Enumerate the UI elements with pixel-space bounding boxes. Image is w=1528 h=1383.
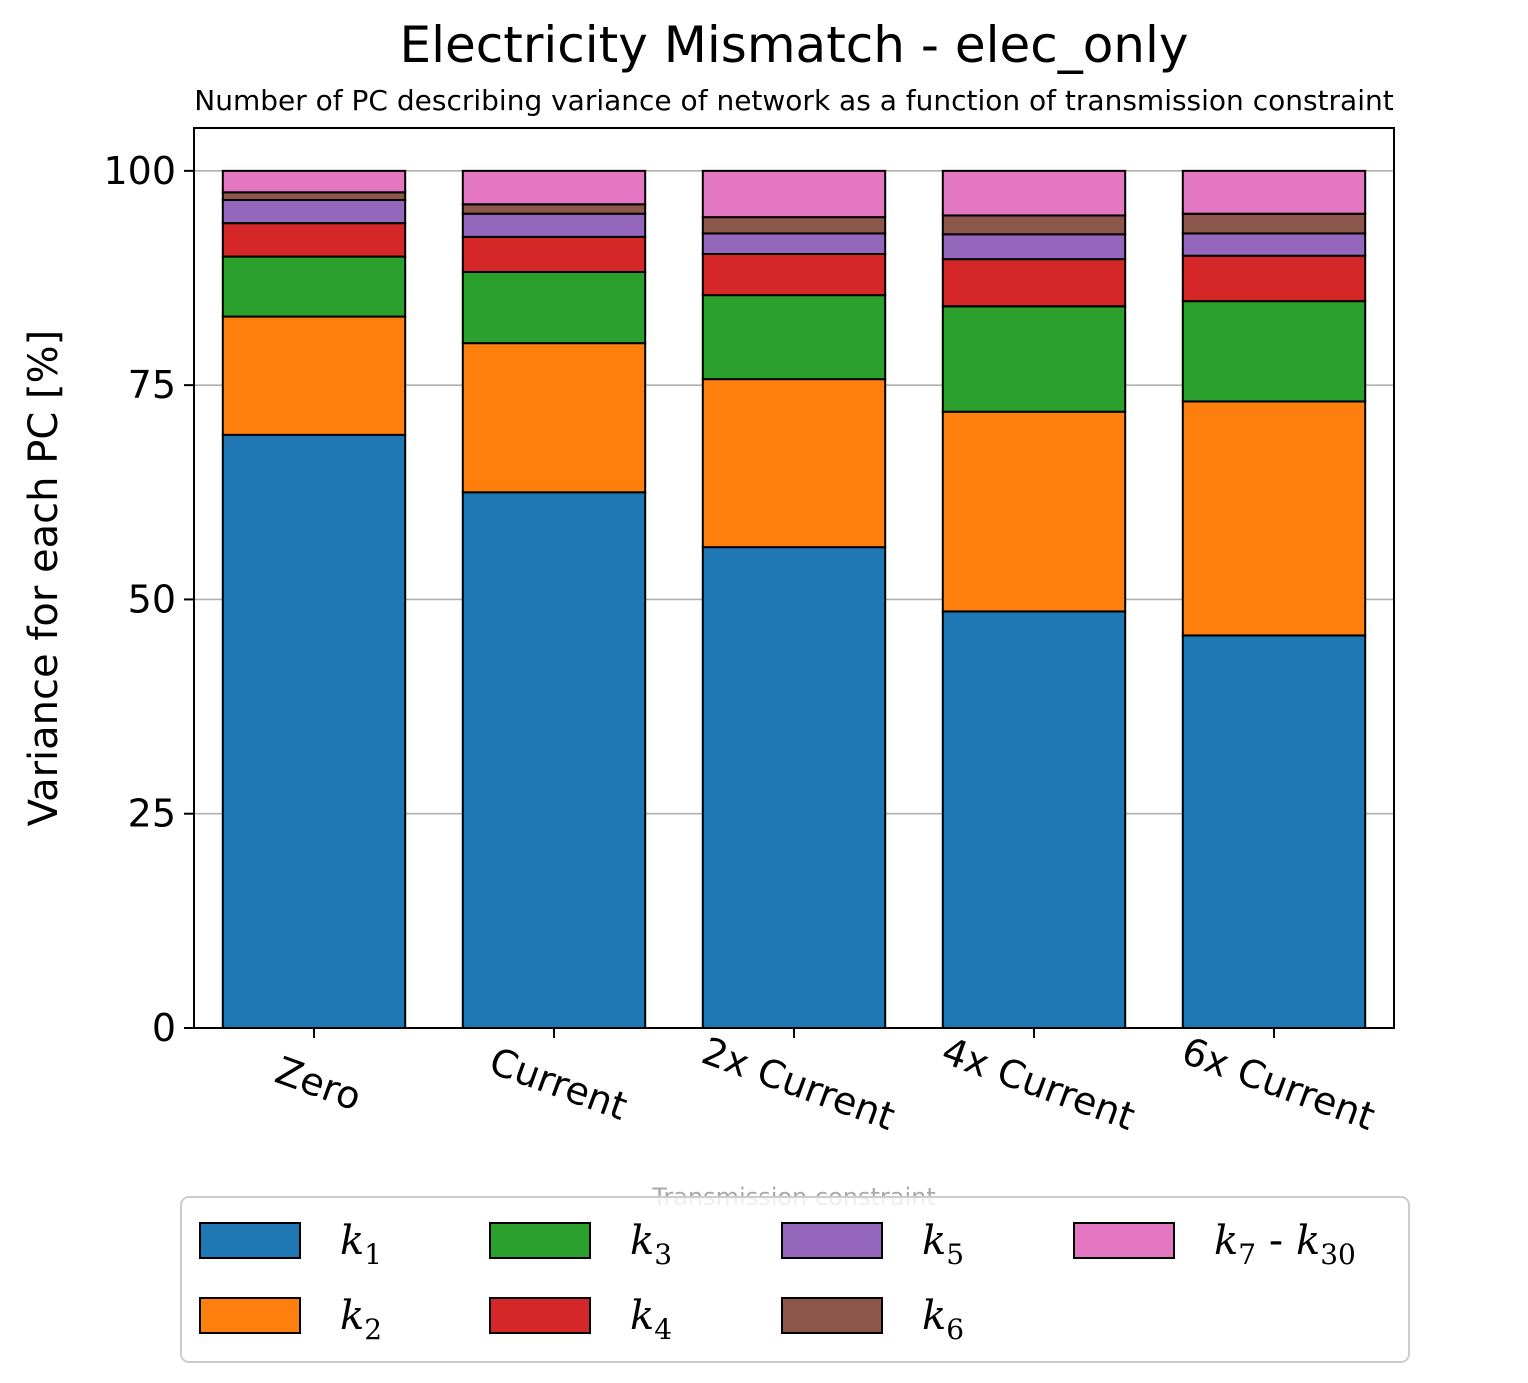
bar-segment-k3: [221, 255, 407, 318]
bar-segment-k6: [1181, 212, 1367, 235]
y-tick-label: 0: [152, 1006, 176, 1050]
y-axis-label: Variance for each PC [%]: [21, 330, 67, 826]
bar-segment-k3: [461, 271, 647, 345]
bar-segment-k2: [941, 410, 1127, 613]
bar-segment-k6: [461, 203, 647, 215]
y-tick-label: 25: [128, 792, 176, 836]
legend-swatch: [1073, 1222, 1175, 1259]
bars: [221, 169, 1367, 1030]
bar-segment-k4: [941, 258, 1127, 308]
bar-segment-k7-k30: [461, 169, 647, 206]
legend: k1 k2 k3 k4 k5 k6 k7 - k30: [180, 1196, 1410, 1363]
bar-segment-k1: [1181, 634, 1367, 1030]
bar-segment-k6: [701, 216, 887, 235]
bar-segment-k3: [941, 305, 1127, 413]
x-tick-label: 4x Current: [936, 1029, 1140, 1139]
bar-segment-k3: [701, 294, 887, 381]
y-tick-label: 50: [128, 577, 176, 621]
legend-label: k1: [340, 1218, 382, 1271]
legend-swatch: [489, 1222, 591, 1259]
x-tick-label: Current: [484, 1039, 633, 1129]
bar-segment-k7-k30: [1181, 169, 1367, 215]
x-tick-label: Zero: [270, 1048, 367, 1119]
bar-segment-k5: [1181, 232, 1367, 257]
bar-segment-k5: [221, 199, 407, 225]
bar-segment-k3: [1181, 300, 1367, 403]
bar-segment-k6: [221, 191, 407, 202]
bar-segment-k1: [701, 546, 887, 1030]
legend-label: k7 - k30: [1214, 1218, 1356, 1271]
y-axis: 0 25 50 75 100: [103, 149, 194, 1050]
x-tick-label: 2x Current: [696, 1029, 900, 1139]
bar-segment-k7-k30: [941, 169, 1127, 217]
chart-subtitle: Number of PC describing variance of netw…: [194, 84, 1393, 117]
legend-label: k2: [340, 1293, 382, 1346]
x-tick-label: 6x Current: [1176, 1029, 1380, 1139]
bar-segment-k5: [701, 232, 887, 256]
bar-segment-k7-k30: [221, 169, 407, 194]
bar-segment-k2: [461, 342, 647, 494]
chart-title: Electricity Mismatch - elec_only: [400, 16, 1189, 74]
y-tick-label: 100: [103, 149, 176, 193]
legend-label: k4: [630, 1293, 672, 1346]
legend-swatch: [489, 1297, 591, 1334]
legend-swatch: [781, 1222, 883, 1259]
legend-label: k5: [922, 1218, 964, 1271]
legend-label: k6: [922, 1293, 964, 1346]
y-tick-label: 75: [128, 363, 176, 407]
bar-segment-k1: [461, 491, 647, 1029]
bar-segment-k6: [941, 214, 1127, 236]
bar-segment-k5: [941, 233, 1127, 261]
bar-segment-k1: [221, 433, 407, 1030]
x-axis: Zero Current 2x Current 4x Current 6x Curren…: [270, 1028, 1381, 1139]
bar-segment-k4: [1181, 254, 1367, 303]
legend-label: k3: [630, 1218, 672, 1271]
legend-swatch: [781, 1297, 883, 1334]
bar-segment-k2: [701, 378, 887, 549]
bar-segment-k4: [461, 235, 647, 274]
bar-segment-k2: [221, 315, 407, 436]
bar-segment-k2: [1181, 400, 1367, 637]
bar-segment-k1: [941, 610, 1127, 1030]
bar-segment-k4: [701, 253, 887, 297]
bar-segment-k4: [221, 222, 407, 258]
bar-segment-k7-k30: [701, 169, 887, 219]
legend-swatch: [199, 1297, 301, 1334]
bar-segment-k5: [461, 212, 647, 238]
legend-swatch: [199, 1222, 301, 1259]
